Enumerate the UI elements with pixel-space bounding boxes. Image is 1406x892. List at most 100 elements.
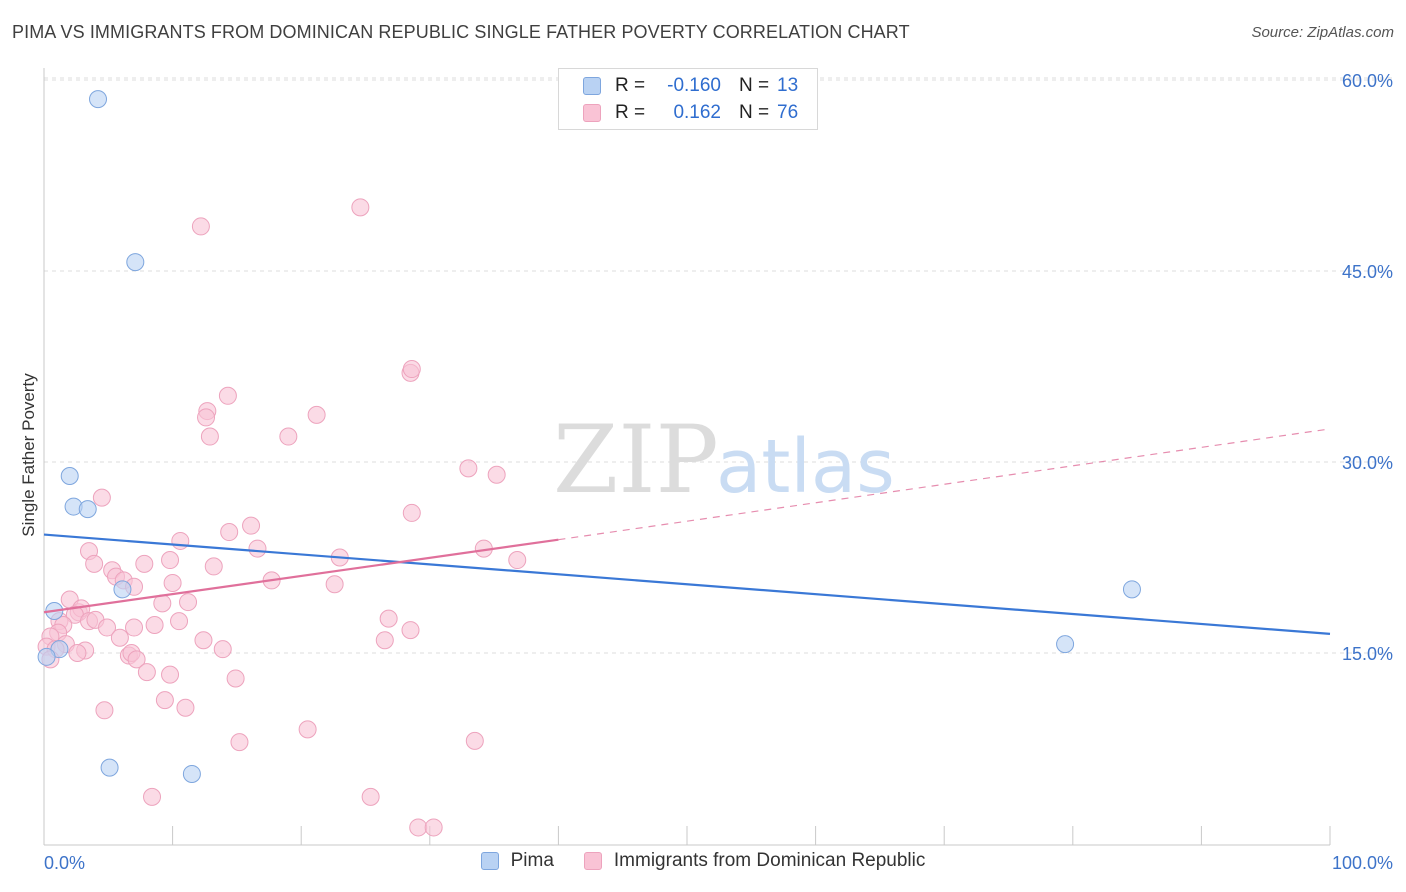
dominican-swatch (583, 852, 602, 870)
dominican-trend-line (43, 538, 559, 614)
dominican-point (163, 573, 182, 592)
dominican-point (155, 691, 174, 710)
r-label: R = (615, 75, 646, 96)
r-label: R = (615, 102, 646, 123)
chart-title: PIMA VS IMMIGRANTS FROM DOMINICAN REPUBL… (12, 22, 910, 42)
dominican-point (179, 593, 198, 612)
pima-point (1122, 580, 1141, 599)
dominican-point (194, 631, 213, 650)
grid-lines (44, 77, 1393, 654)
dominican-point (361, 787, 380, 806)
dominican-point (161, 665, 180, 684)
pima-point (126, 253, 145, 272)
y-axis-label: Single Father Poverty (19, 373, 38, 537)
pima-point (100, 758, 119, 777)
y-tick-label: 45.0% (1342, 262, 1393, 282)
dominican-point (279, 427, 298, 446)
dominican-point (401, 621, 420, 640)
pima-point (78, 500, 97, 519)
dominican-point (379, 609, 398, 628)
dominican-point (218, 386, 237, 405)
dominican-point (213, 640, 232, 659)
stats-row-dominican: R = 0.162 N = 76 (583, 100, 798, 126)
bottom-legend: Pima Immigrants from Dominican Republic (0, 850, 1406, 872)
r-value: -0.160 (667, 75, 721, 96)
dominican-point (171, 531, 190, 550)
trend-lines (43, 428, 1331, 635)
dominican-point (92, 488, 111, 507)
y-tick-labels: 15.0% 30.0% 45.0% 60.0% (1342, 71, 1393, 664)
dominican-point (143, 787, 162, 806)
dominican-point (220, 523, 239, 542)
watermark-zip: ZIP (553, 406, 719, 515)
dominican-point (170, 612, 189, 631)
dominican-point (487, 465, 506, 484)
y-tick-label: 60.0% (1342, 71, 1393, 91)
dominican-point (85, 554, 104, 573)
n-label: N = (739, 102, 770, 123)
pima-point (1056, 635, 1075, 654)
dominican-point (200, 427, 219, 446)
dominican-point (307, 405, 326, 424)
dominican-point (402, 360, 421, 379)
dominican-point (145, 615, 164, 634)
dominican-point (248, 539, 267, 558)
x-tick-label: 0.0% (44, 853, 85, 873)
dominican-point (110, 628, 129, 647)
dominican-point (226, 669, 245, 688)
dominican-point (95, 701, 114, 720)
legend-label-dominican: Immigrants from Dominican Republic (613, 850, 926, 871)
dominican-point (161, 551, 180, 570)
n-value: 76 (777, 102, 799, 123)
x-tick-labels: 0.0% 100.0% (44, 853, 1393, 873)
dominican-point (508, 551, 527, 570)
stats-row-pima: R = -0.160 N = 13 (583, 73, 798, 99)
pima-trend-line (43, 533, 1331, 635)
y-tick-label: 15.0% (1342, 644, 1393, 664)
dominican-point (459, 459, 478, 478)
axes (43, 68, 1331, 846)
y-tick-label: 30.0% (1342, 453, 1393, 473)
dominican-point (204, 557, 223, 576)
dominican-point (465, 731, 484, 750)
dominican-point (98, 618, 117, 637)
dominican-point (409, 818, 428, 837)
n-value: 13 (777, 75, 799, 96)
pima-point (89, 90, 108, 109)
pima-point (60, 467, 79, 486)
r-value: 0.162 (673, 102, 721, 123)
dominican-point (127, 650, 146, 669)
dominican-point (191, 217, 210, 236)
stats-legend: R = -0.160 N = 13 R = 0.162 N = 76 (558, 68, 818, 130)
watermark-atlas: atlas (716, 424, 895, 510)
pima-point (113, 580, 132, 599)
watermark: ZIP atlas (553, 406, 895, 515)
chart-source: Source: ZipAtlas.com (1251, 24, 1394, 41)
dominican-point (137, 663, 156, 682)
pima-point (37, 647, 56, 666)
dominican-point (242, 516, 261, 535)
pima-swatch (480, 852, 499, 870)
dominican-point (351, 198, 370, 217)
dominican-point (197, 408, 216, 427)
dominican-point (135, 554, 154, 573)
dominican-point (325, 575, 344, 594)
dominican-point (402, 503, 421, 522)
pima-point (182, 764, 201, 783)
dominican-point (424, 818, 443, 837)
dominican-point (230, 733, 249, 752)
dominican-point (176, 698, 195, 717)
legend-item-dominican[interactable]: Immigrants from Dominican Republic (583, 850, 926, 872)
dominican-points (37, 198, 527, 837)
dominican-swatch (583, 104, 601, 122)
dominican-point (298, 720, 317, 739)
n-label: N = (739, 75, 770, 96)
dominican-point (375, 631, 394, 650)
legend-label-pima: Pima (510, 850, 554, 871)
legend-item-pima[interactable]: Pima (480, 850, 554, 872)
x-tick-label: 100.0% (1332, 853, 1393, 873)
dominican-point (68, 644, 87, 662)
pima-swatch (583, 77, 601, 95)
pima-points (37, 90, 1141, 783)
